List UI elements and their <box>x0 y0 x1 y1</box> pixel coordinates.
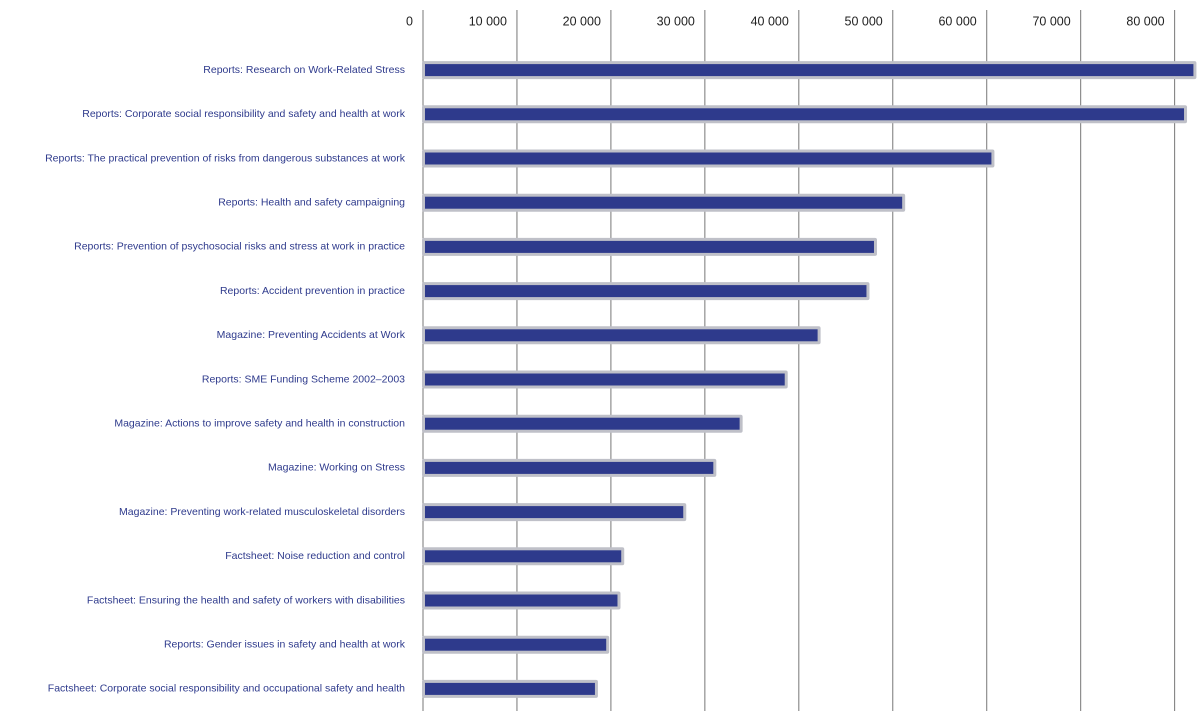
x-tick-label: 30 000 <box>657 14 695 28</box>
bar <box>425 638 607 651</box>
y-tick-label: Reports: Gender issues in safety and hea… <box>164 638 406 650</box>
bar <box>425 550 622 563</box>
bar <box>425 108 1185 121</box>
y-tick-label: Reports: Prevention of psychosocial risk… <box>74 241 405 253</box>
y-tick-label: Reports: Health and safety campaigning <box>218 196 405 208</box>
x-tick-label: 20 000 <box>563 14 601 28</box>
bar <box>425 285 867 298</box>
y-tick-label: Factsheet: Corporate social responsibili… <box>48 683 405 695</box>
y-tick-label: Reports: SME Funding Scheme 2002–2003 <box>202 373 405 385</box>
x-tick-label: 50 000 <box>845 14 883 28</box>
x-tick-label: 0 <box>406 14 413 28</box>
bar <box>425 152 992 165</box>
bar <box>425 461 714 474</box>
bar <box>425 506 684 519</box>
x-tick-label: 70 000 <box>1032 14 1070 28</box>
y-tick-label: Reports: Research on Work-Related Stress <box>203 64 405 76</box>
bar <box>425 240 874 253</box>
x-tick-label: 60 000 <box>938 14 976 28</box>
bar <box>425 373 785 386</box>
bar <box>425 64 1194 77</box>
bar <box>425 682 595 695</box>
y-tick-label: Reports: The practical prevention of ris… <box>45 152 406 164</box>
y-tick-label: Magazine: Working on Stress <box>268 462 405 474</box>
y-tick-label: Magazine: Preventing work-related muscul… <box>119 506 405 518</box>
bar <box>425 594 618 607</box>
bar <box>425 329 818 342</box>
y-tick-label: Magazine: Preventing Accidents at Work <box>217 329 406 341</box>
y-tick-label: Reports: Accident prevention in practice <box>220 285 405 297</box>
y-tick-label: Factsheet: Noise reduction and control <box>225 550 405 562</box>
y-tick-label: Reports: Corporate social responsibility… <box>82 108 406 120</box>
y-tick-label: Factsheet: Ensuring the health and safet… <box>87 594 405 606</box>
bar <box>425 417 740 430</box>
x-tick-label: 80 000 <box>1126 14 1164 28</box>
y-tick-label: Magazine: Actions to improve safety and … <box>114 417 405 429</box>
bar <box>425 196 903 209</box>
x-tick-label: 40 000 <box>751 14 789 28</box>
x-tick-label: 10 000 <box>469 14 507 28</box>
